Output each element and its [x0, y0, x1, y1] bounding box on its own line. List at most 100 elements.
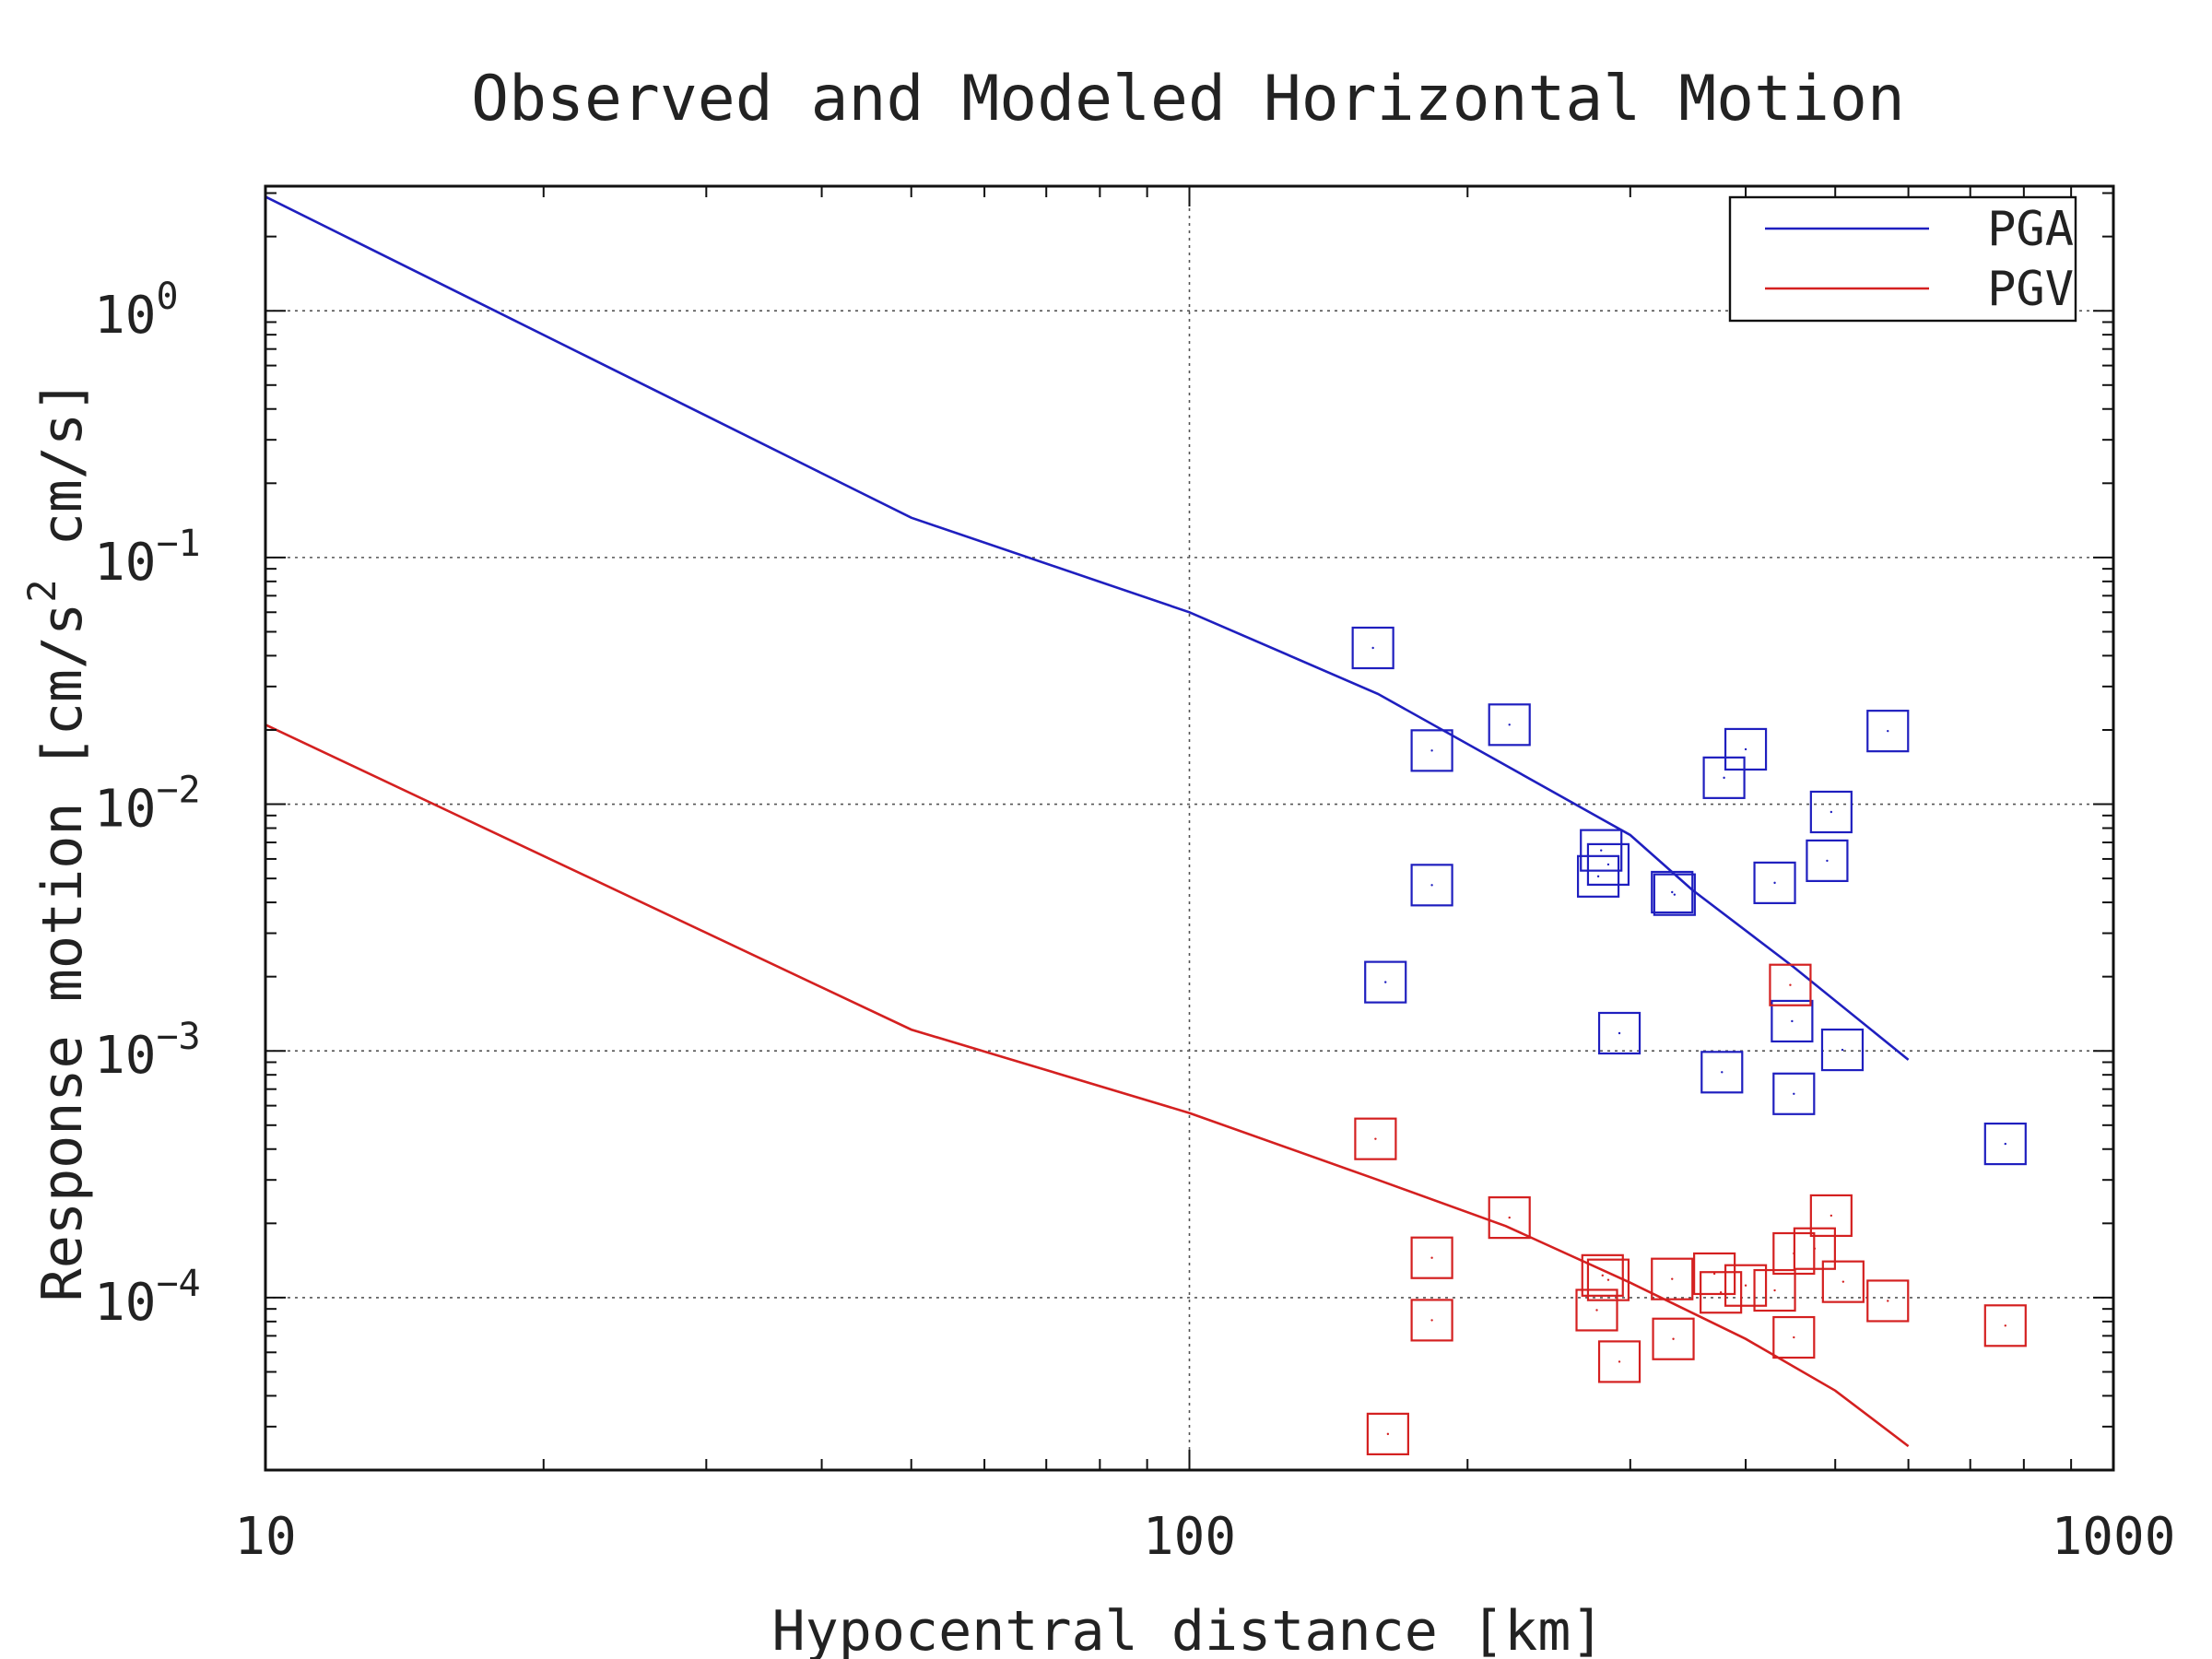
y-tick-label: 10−2 — [94, 770, 201, 840]
pgv-observation-marker — [1772, 1315, 1816, 1359]
chart-title: Observed and Modeled Horizontal Motion — [471, 63, 1905, 135]
pgv-observation-marker — [1753, 1268, 1796, 1312]
pgv-observation-point — [2004, 1324, 2007, 1327]
pga-observation-point — [1596, 875, 1600, 878]
pga-observation-marker — [1580, 829, 1623, 872]
pgv-observation-marker — [1700, 1271, 1743, 1314]
markers — [1351, 626, 2027, 1455]
pga-observation-marker — [1806, 839, 1849, 882]
pga-observation-marker — [1576, 854, 1620, 898]
pga-observation-point — [1841, 1048, 1844, 1052]
pgv-observation-marker — [1821, 1260, 1865, 1303]
pgv-observation-marker — [1769, 963, 1812, 1006]
legend-box — [1728, 195, 2077, 323]
pgv-observation-marker — [1793, 1227, 1836, 1270]
pga-observation-marker — [1724, 727, 1768, 771]
pgv-observation-marker — [1652, 1317, 1695, 1360]
pgv-observation-point — [1430, 1319, 1433, 1322]
pga-observation-point — [1671, 890, 1674, 894]
y-tick-exponent: −4 — [156, 1263, 200, 1305]
pgv-observation-point — [1672, 1337, 1675, 1340]
pga-observation-point — [1371, 646, 1374, 650]
pgv-observation-point — [1830, 1214, 1833, 1218]
pga-observation-marker — [1983, 1122, 2027, 1166]
y-tick-exponent: −2 — [156, 770, 200, 812]
pgv-observation-point — [1719, 1291, 1723, 1294]
y-tick-label: 10−3 — [94, 1016, 201, 1086]
y-axis-label-main: Response motion [cm/s — [30, 603, 95, 1302]
pgv-observation-marker — [1983, 1304, 2027, 1347]
pgv-observation-marker — [1488, 1196, 1531, 1240]
pga-observation-marker — [1488, 703, 1531, 747]
x-tick-label: 100 — [1143, 1507, 1236, 1567]
legend-pgv-label: PGV — [1987, 262, 2074, 317]
pgv-model-line — [265, 724, 1910, 1448]
y-tick-exponent: −3 — [156, 1016, 200, 1058]
x-tick-label: 10 — [234, 1507, 296, 1567]
pgv-observation-point — [1744, 1284, 1747, 1287]
pga-observation-marker — [1700, 1051, 1744, 1094]
pgv-observation-point — [1430, 1256, 1433, 1259]
pgv-observation-marker — [1354, 1117, 1397, 1160]
pga-model-line — [265, 195, 1910, 1061]
pgv-observation-marker — [1693, 1252, 1736, 1296]
y-tick-base: 10 — [94, 1273, 156, 1333]
pgv-observation-point — [1386, 1432, 1390, 1436]
pgv-observation-point — [1773, 1288, 1776, 1292]
pgv-observation-marker — [1597, 1340, 1641, 1383]
pga-observation-point — [1723, 776, 1725, 780]
pgv-observation-point — [1595, 1309, 1598, 1312]
y-tick-base: 10 — [94, 1026, 156, 1086]
pga-observation-point — [1606, 863, 1610, 866]
pga-observation-point — [1721, 1071, 1724, 1074]
pga-observation-marker — [1771, 999, 1814, 1043]
pga-observation-marker — [1809, 790, 1853, 834]
pga-observation-marker — [1410, 729, 1453, 772]
pgv-observation-marker — [1866, 1279, 1910, 1323]
pga-observation-point — [1618, 1031, 1621, 1035]
pga-observation-marker — [1651, 870, 1694, 914]
pgv-observation-point — [1374, 1137, 1377, 1140]
pgv-observation-point — [1508, 1216, 1511, 1219]
pga-observation-marker — [1702, 756, 1746, 799]
y-tick-exponent: −1 — [156, 523, 200, 565]
pgv-observation-point — [1712, 1272, 1716, 1276]
pga-observation-marker — [1772, 1072, 1816, 1115]
series-lines — [265, 195, 1910, 1448]
pga-observation-point — [1430, 749, 1433, 752]
y-tick-base: 10 — [94, 286, 156, 346]
pgv-observation-point — [1606, 1278, 1610, 1281]
pga-observation-marker — [1653, 873, 1696, 916]
pga-observation-marker — [1351, 626, 1394, 670]
y-axis-label: Response motion [cm/s2 cm/s] — [19, 380, 95, 1302]
y-tick-exponent: 0 — [156, 276, 178, 318]
y-tick-base: 10 — [94, 780, 156, 840]
pgv-observation-point — [1618, 1360, 1621, 1363]
pga-observation-point — [1773, 881, 1776, 885]
pga-observation-point — [1600, 849, 1603, 852]
pga-observation-marker — [1753, 861, 1796, 904]
y-axis-label-tail: cm/s] — [30, 380, 95, 580]
pgv-observation-marker — [1410, 1236, 1453, 1279]
y-tick-label: 100 — [94, 276, 179, 346]
y-tick-label: 10−4 — [94, 1263, 201, 1333]
pgv-observation-marker — [1581, 1253, 1624, 1297]
pga-observation-marker — [1364, 960, 1407, 1004]
pgv-observation-point — [1671, 1277, 1674, 1280]
pga-observation-point — [1826, 859, 1829, 863]
x-axis-label: Hypocentral distance [km] — [771, 1599, 1604, 1659]
pgv-observation-point — [1841, 1280, 1845, 1283]
pgv-observation-marker — [1651, 1257, 1694, 1300]
axes — [264, 184, 2115, 1472]
pga-observation-point — [1887, 729, 1889, 733]
y-tick-base: 10 — [94, 533, 156, 593]
pgv-observation-point — [1887, 1300, 1889, 1302]
pga-observation-point — [1830, 810, 1833, 814]
pga-observation-point — [1744, 747, 1747, 751]
pga-observation-point — [1508, 724, 1511, 726]
pga-observation-point — [1793, 1092, 1795, 1095]
x-tick-label: 1000 — [2052, 1507, 2176, 1567]
